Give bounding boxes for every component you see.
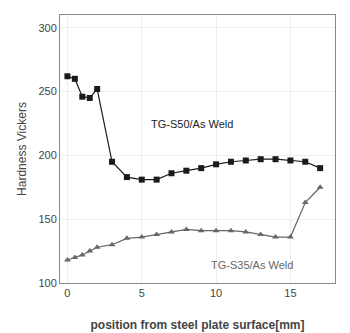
- svg-text:5: 5: [139, 287, 145, 299]
- svg-text:TG-S50/As Weld: TG-S50/As Weld: [151, 118, 233, 130]
- svg-text:0: 0: [64, 287, 70, 299]
- svg-text:100: 100: [38, 277, 56, 289]
- svg-text:250: 250: [38, 85, 56, 97]
- svg-text:200: 200: [38, 149, 56, 161]
- svg-text:300: 300: [38, 22, 56, 34]
- svg-text:TG-S35/As Weld: TG-S35/As Weld: [211, 259, 293, 271]
- svg-text:150: 150: [38, 213, 56, 225]
- svg-text:Hardness Vickers: Hardness Vickers: [15, 102, 29, 196]
- svg-text:10: 10: [210, 287, 222, 299]
- svg-text:15: 15: [284, 287, 296, 299]
- svg-text:position from steel plate surf: position from steel plate surface[mm]: [90, 318, 304, 332]
